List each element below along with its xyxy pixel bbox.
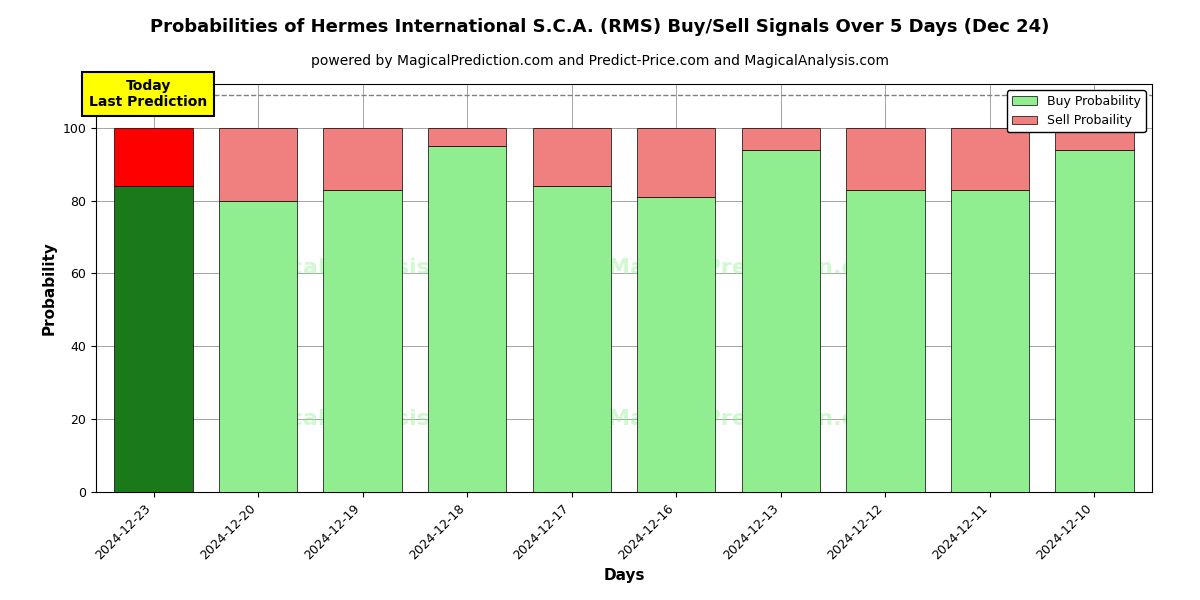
Y-axis label: Probability: Probability: [42, 241, 56, 335]
Bar: [218, 200, 298, 492]
Text: powered by MagicalPrediction.com and Predict-Price.com and MagicalAnalysis.com: powered by MagicalPrediction.com and Pre…: [311, 54, 889, 68]
Bar: [114, 186, 193, 492]
Bar: [324, 128, 402, 190]
Bar: [533, 186, 611, 492]
Bar: [1055, 128, 1134, 149]
Bar: [637, 197, 715, 492]
Bar: [114, 128, 193, 186]
Text: MagicalAnalysis.com: MagicalAnalysis.com: [229, 409, 491, 428]
Bar: [846, 190, 924, 492]
Bar: [950, 128, 1030, 190]
Bar: [637, 128, 715, 197]
Legend: Buy Probability, Sell Probaility: Buy Probability, Sell Probaility: [1007, 90, 1146, 133]
Bar: [742, 149, 820, 492]
Bar: [218, 128, 298, 200]
Bar: [533, 128, 611, 186]
Text: MagicalPrediction.com: MagicalPrediction.com: [608, 257, 894, 278]
Text: MagicalPrediction.com: MagicalPrediction.com: [608, 409, 894, 428]
Text: Probabilities of Hermes International S.C.A. (RMS) Buy/Sell Signals Over 5 Days : Probabilities of Hermes International S.…: [150, 18, 1050, 36]
Bar: [742, 128, 820, 149]
Bar: [428, 146, 506, 492]
Text: Today
Last Prediction: Today Last Prediction: [89, 79, 208, 109]
Bar: [846, 128, 924, 190]
Bar: [1055, 149, 1134, 492]
Bar: [324, 190, 402, 492]
Bar: [950, 190, 1030, 492]
Text: MagicalAnalysis.com: MagicalAnalysis.com: [229, 257, 491, 278]
Bar: [428, 128, 506, 146]
X-axis label: Days: Days: [604, 568, 644, 583]
